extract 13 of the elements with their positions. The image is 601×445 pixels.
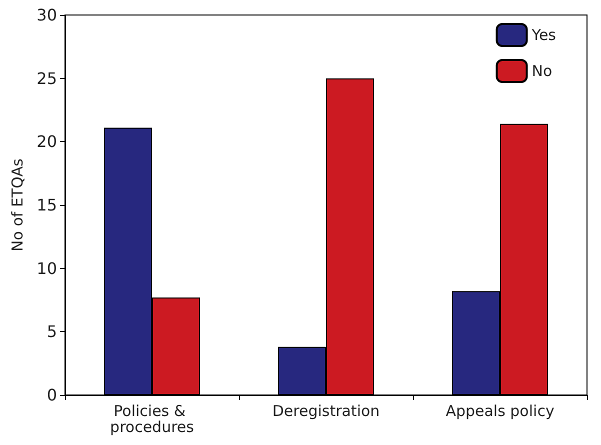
legend-label: Yes <box>530 26 556 44</box>
y-tick-label: 15 <box>36 196 57 214</box>
y-tick-label: 30 <box>36 6 57 24</box>
y-tick-label: 20 <box>36 132 57 152</box>
y-axis-title: No of ETQAs <box>8 158 26 252</box>
y-tick-label: 10 <box>36 258 57 278</box>
x-tick-label: Deregistration <box>272 402 380 420</box>
x-tick-label: Appeals policy <box>446 402 554 420</box>
legend-label: No <box>532 62 552 80</box>
x-tick-label: Policies & procedures <box>110 402 194 436</box>
y-tick-label: 0 <box>46 386 57 404</box>
y-tick-label: 25 <box>36 68 57 88</box>
y-tick-label: 5 <box>46 322 57 342</box>
